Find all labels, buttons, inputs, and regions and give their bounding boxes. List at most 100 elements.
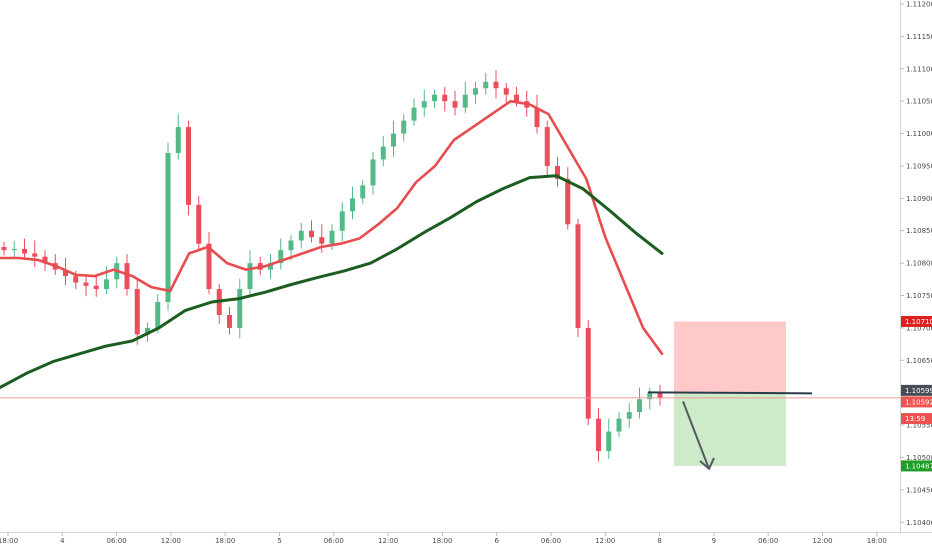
candle-body [319,237,325,244]
price-tick-label: 1.10650 [906,357,932,365]
candle-body [298,230,304,241]
candle-body [42,256,48,264]
candle-body [32,253,38,257]
candle-body [534,107,540,128]
candle-body [473,88,478,95]
price-tag-label: 1.10710 [905,318,932,326]
candle-body [401,120,407,134]
price-tick-label: 1.10400 [906,519,932,527]
candle-body [145,327,150,335]
time-tick-label: 18:00 [432,537,452,545]
price-tag [901,384,932,396]
candle-body [421,101,427,108]
candle-body [483,81,489,89]
candle-body [606,431,612,452]
time-tick-label: 12:00 [161,537,181,545]
time-tick-label: 9 [712,537,716,545]
candle-body [329,230,335,244]
time-tick-label: 06:00 [758,537,778,545]
candle-body [124,263,130,290]
candle-body [585,327,591,419]
candle-body [134,289,140,335]
price-tags: 1.10710 1.10599 1.10592 13:59 1.10487 [901,315,932,472]
price-tag [901,413,932,425]
time-tick-label: 6 [494,537,499,545]
candle-body [63,269,68,277]
candle-body [565,178,571,225]
time-tick-label: 12:00 [812,537,832,545]
price-tick-label: 1.11100 [906,65,932,73]
candle-body [247,263,253,290]
price-tick-label: 1.10950 [906,162,932,170]
candle-body [350,198,355,212]
candle-body [626,412,632,419]
risk-reward-tool[interactable] [674,321,786,466]
entry-trend-line[interactable] [647,391,813,395]
price-tag-label: 1.10487 [905,462,932,470]
arrow-shaft[interactable] [682,401,710,470]
price-tick-label: 1.11200 [906,1,932,9]
candle-body [165,153,171,303]
candle-body [575,224,581,328]
candle-body [155,302,161,328]
reward-zone[interactable] [674,393,786,466]
price-axis[interactable]: 1.104001.104501.105001.105501.106001.106… [900,1,932,527]
time-tick-label: 18:00 [867,537,887,545]
time-tick-label: 18:00 [0,537,18,545]
price-tick-label: 1.10850 [906,227,932,235]
candle-body [360,185,366,199]
time-tick-label: 12:00 [378,537,398,545]
candle-body [555,165,560,179]
candle-body [596,418,601,452]
price-tag-label: 13:59 [905,415,925,423]
candle-body [196,204,202,244]
candle-body [432,94,437,102]
candle-body [380,146,386,160]
drawings[interactable] [647,391,813,470]
price-tag-label: 1.10592 [905,398,932,406]
candle-body [391,133,396,147]
ma-slow-line [0,174,664,389]
price-tick-label: 1.10800 [906,260,932,268]
time-axis[interactable]: 18:00 4 06:00 12:00 18:00 5 06:00 12:00 18:00 6 06… [0,532,887,545]
price-tick-label: 1.10500 [906,454,932,462]
moving-averages [0,99,664,389]
candle-body [206,243,212,290]
candle-body [493,81,499,89]
price-tick-label: 1.11000 [906,130,932,138]
candle-body [544,127,550,166]
candle-body [370,159,376,186]
price-tick-label: 1.10550 [906,422,932,430]
risk-zone[interactable] [674,321,786,394]
candle-body [237,289,243,328]
candle-body [616,418,622,432]
candle-body [227,314,232,328]
candle-body [278,250,284,264]
candle-body [339,211,345,231]
price-tag [901,396,932,408]
time-tick-label: 12:00 [595,537,615,545]
candle-body [411,107,417,121]
arrow-head[interactable] [699,457,715,470]
candle-body [22,248,27,254]
candle-body [288,240,294,251]
candle-body [462,94,468,108]
candle-body [309,230,314,238]
candle-body [1,246,7,251]
time-tick-label: 06:00 [324,537,344,545]
candle-body [268,263,273,270]
ma-fast-line [0,99,664,356]
candle-body [503,88,509,95]
time-tick-label: 18:00 [215,537,235,545]
candle-body [83,282,89,286]
candle-body [186,127,191,205]
candle-body [175,127,181,154]
candle-body [452,101,458,108]
candle-body [647,392,653,400]
price-tag [901,315,932,327]
time-tick-label: 06:00 [541,537,561,545]
price-tag-label: 1.10599 [905,387,932,395]
price-tick-label: 1.10700 [906,324,932,332]
price-tag [901,460,932,472]
